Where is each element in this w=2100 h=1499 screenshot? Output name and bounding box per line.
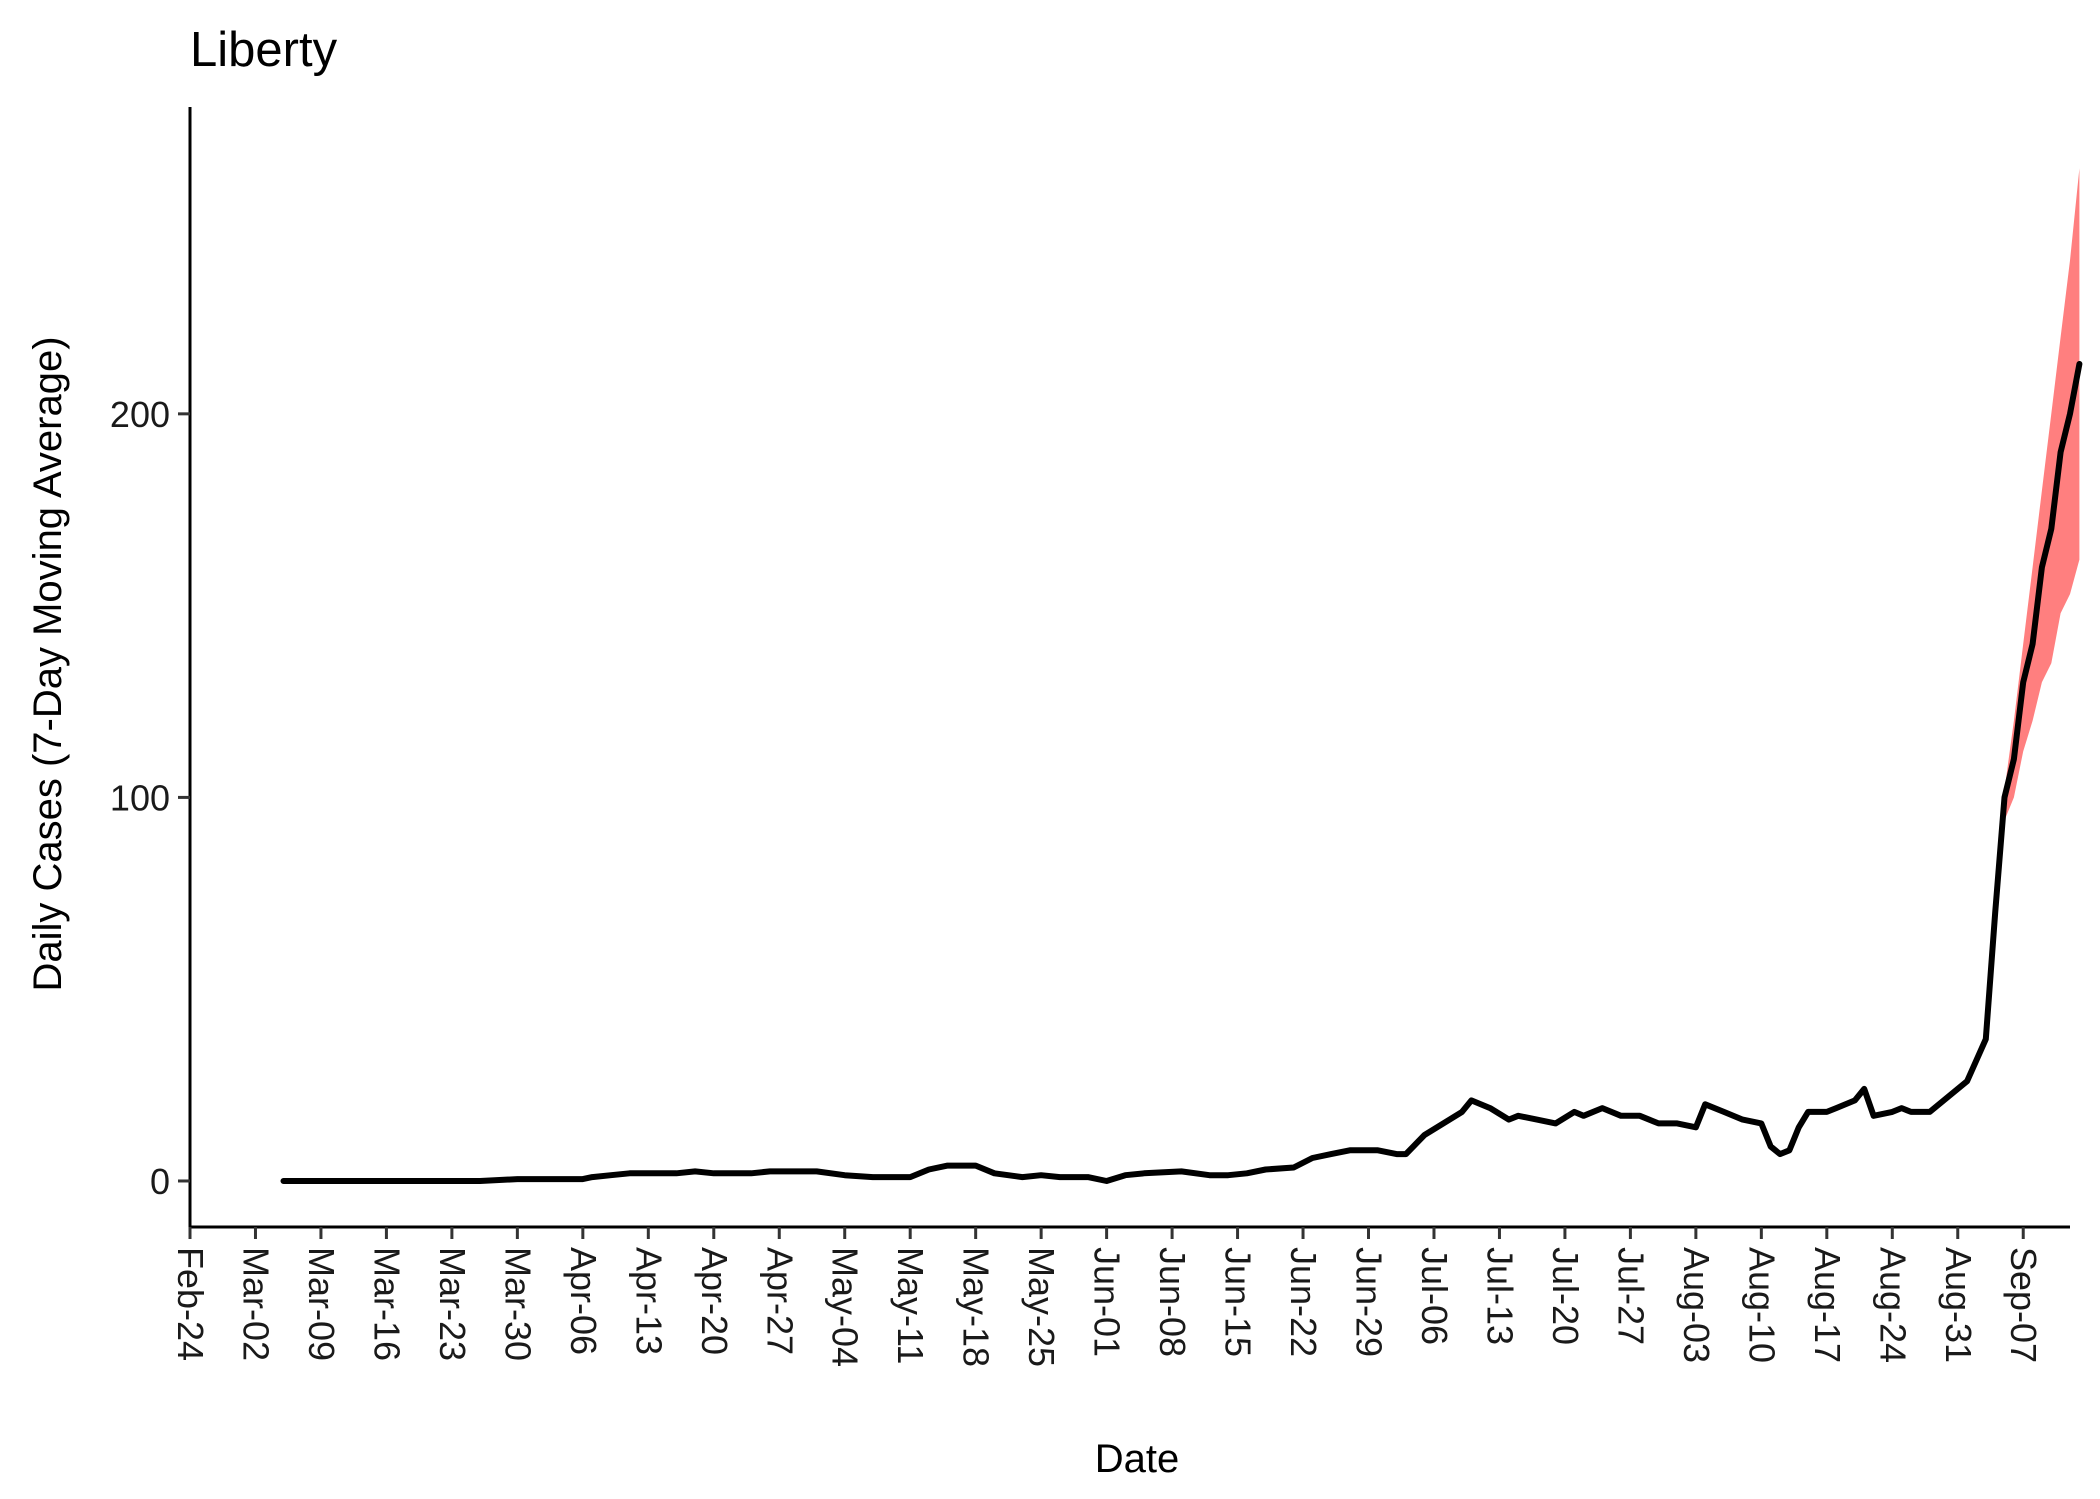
- x-tick-label: Apr-20: [694, 1247, 735, 1355]
- x-tick-label: May-25: [1021, 1247, 1062, 1367]
- x-tick-label: Jun-15: [1218, 1247, 1259, 1357]
- y-tick-label: 0: [150, 1161, 170, 1202]
- x-tick-label: Aug-17: [1807, 1247, 1848, 1363]
- x-tick-label: Jul-06: [1414, 1247, 1455, 1345]
- y-tick-label: 100: [110, 777, 170, 818]
- x-tick-label: Jun-29: [1349, 1247, 1390, 1357]
- x-tick-label: Aug-31: [1938, 1247, 1979, 1363]
- x-tick-label: Apr-06: [563, 1247, 604, 1355]
- series-line-0: [280, 361, 2083, 1184]
- x-tick-label: Mar-16: [366, 1247, 407, 1361]
- x-tick-label: Sep-07: [2003, 1247, 2044, 1363]
- x-tick-label: Mar-02: [235, 1247, 276, 1361]
- x-tick-label: Jul-20: [1545, 1247, 1586, 1345]
- x-tick-label: Aug-24: [1872, 1247, 1913, 1363]
- x-tick-label: Aug-10: [1741, 1247, 1782, 1363]
- x-axis-ticks: Feb-24 Mar-02 Mar-09 Mar-16 Mar-23 Mar-30 Apr-…: [170, 1227, 2044, 1367]
- x-tick-label: Jun-08: [1152, 1247, 1193, 1357]
- x-tick-label: Mar-30: [497, 1247, 538, 1361]
- x-axis-title: Date: [1095, 1437, 1180, 1481]
- confidence-band-area: [2004, 168, 2080, 821]
- y-tick-label: 200: [110, 394, 170, 435]
- x-tick-label: Aug-03: [1676, 1247, 1717, 1363]
- x-tick-label: Jul-13: [1479, 1247, 1520, 1345]
- x-tick-label: May-18: [956, 1247, 997, 1367]
- x-tick-label: May-04: [825, 1247, 866, 1367]
- x-tick-label: Jul-27: [1610, 1247, 1651, 1345]
- x-tick-label: Mar-23: [432, 1247, 473, 1361]
- x-tick-label: Jun-01: [1087, 1247, 1128, 1357]
- y-axis-ticks: 0 100 200: [110, 394, 190, 1202]
- x-tick-label: Jun-22: [1283, 1247, 1324, 1357]
- x-tick-label: Apr-27: [759, 1247, 800, 1355]
- confidence-band: [2004, 168, 2080, 821]
- x-tick-label: Mar-09: [301, 1247, 342, 1361]
- x-tick-label: Feb-24: [170, 1247, 211, 1361]
- chart-title: Liberty: [190, 23, 338, 77]
- y-axis-title: Daily Cases (7-Day Moving Average): [26, 336, 70, 991]
- x-tick-label: Apr-13: [628, 1247, 669, 1355]
- series-lines: [280, 361, 2083, 1184]
- x-tick-label: May-11: [890, 1247, 931, 1364]
